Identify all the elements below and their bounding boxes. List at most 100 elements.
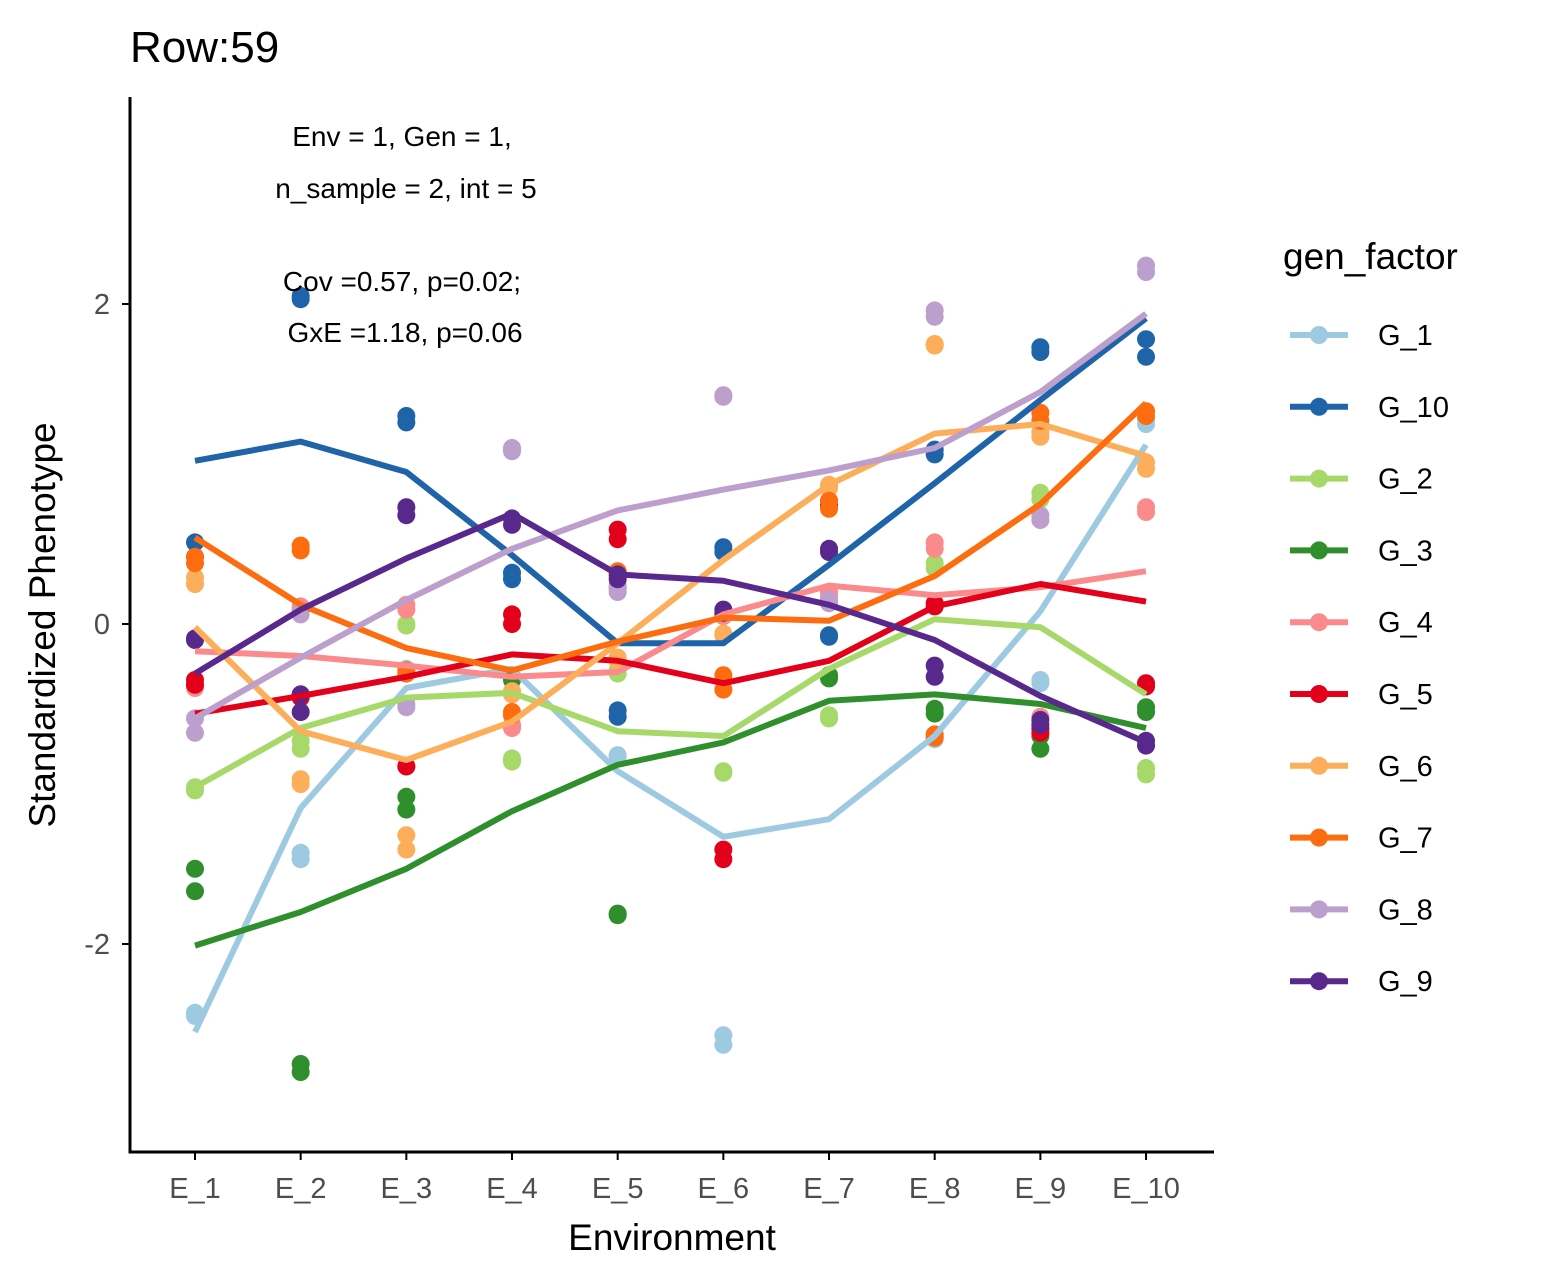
legend-dot-g1 — [1310, 326, 1328, 344]
point-g3 — [608, 906, 627, 925]
y-axis-title: Standardized Phenotype — [22, 422, 63, 827]
point-g9 — [397, 498, 416, 517]
point-g10 — [503, 563, 522, 582]
point-g2 — [820, 709, 839, 728]
point-g10 — [397, 407, 416, 425]
series-line-g2 — [193, 616, 1148, 790]
point-g10 — [1137, 330, 1156, 349]
point-g8 — [186, 723, 204, 742]
point-g10 — [1031, 338, 1050, 357]
point-g7 — [186, 547, 204, 566]
point-g10 — [820, 627, 839, 646]
x-axis-ticks: E_1 E_2 E_3 E_4 E_5 E_6 E_7 E_8 E_9 E_10 — [169, 1152, 1180, 1205]
series-line-g8 — [193, 311, 1148, 722]
point-g3 — [397, 800, 416, 819]
point-g9 — [820, 539, 839, 558]
point-g1 — [714, 1035, 733, 1054]
x-tick-label: E_4 — [486, 1173, 538, 1205]
series-line-g5 — [194, 581, 1147, 717]
point-g8 — [1137, 256, 1156, 275]
point-g8 — [397, 698, 416, 717]
point-g5 — [186, 675, 204, 694]
x-tick-label: E_5 — [592, 1173, 644, 1205]
point-g3 — [925, 704, 944, 723]
point-g6 — [186, 568, 204, 587]
legend: gen_factor G_1G_10G_2G_3G_4G_5G_6G_7G_8G… — [1283, 236, 1458, 998]
annotation-line-2: n_sample = 2, int = 5 — [275, 173, 537, 204]
point-g4 — [925, 533, 944, 552]
annotation-line-4: GxE =1.18, p=0.06 — [287, 317, 522, 348]
x-tick-label: E_3 — [381, 1173, 433, 1205]
point-g8 — [925, 301, 944, 320]
legend-label-g5: G_5 — [1378, 679, 1433, 711]
legend-dot-g6 — [1310, 756, 1328, 775]
x-tick-label: E_2 — [275, 1173, 327, 1205]
point-g9 — [291, 703, 310, 721]
point-g4 — [1137, 498, 1156, 517]
point-g7 — [1031, 403, 1050, 422]
series-line-g3 — [194, 691, 1147, 949]
legend-label-g1: G_1 — [1378, 320, 1433, 352]
point-g10 — [1137, 347, 1156, 366]
series-line-g4 — [194, 568, 1147, 680]
plot-area — [186, 256, 1156, 1081]
point-g6 — [397, 840, 416, 859]
legend-dot-g5 — [1310, 685, 1328, 703]
legend-dot-g3 — [1310, 541, 1328, 560]
point-g2 — [397, 616, 416, 635]
legend-label-g9: G_9 — [1378, 966, 1433, 998]
point-g7 — [820, 491, 839, 510]
point-g3 — [1031, 739, 1050, 758]
x-tick-label: E_6 — [698, 1173, 750, 1205]
y-axis-ticks: -2 0 2 — [84, 289, 130, 961]
legend-label-g10: G_10 — [1378, 392, 1449, 424]
point-g2 — [503, 752, 522, 771]
x-tick-label: E_7 — [803, 1173, 855, 1205]
point-g3 — [397, 787, 416, 806]
y-tick-label: 0 — [94, 609, 110, 641]
annotation-line-3: Cov =0.57, p=0.02; — [283, 266, 521, 297]
point-g8 — [503, 439, 522, 457]
legend-label-g6: G_6 — [1378, 751, 1433, 783]
point-g2 — [714, 763, 733, 782]
point-g6 — [397, 826, 416, 845]
x-tick-label: E_10 — [1112, 1173, 1180, 1205]
point-g6 — [291, 775, 310, 793]
y-tick-label: -2 — [84, 929, 110, 961]
series-line-g7 — [193, 401, 1149, 674]
stats-annotation: Env = 1, Gen = 1, n_sample = 2, int = 5 … — [275, 121, 537, 348]
point-g5 — [714, 850, 733, 869]
point-g1 — [1031, 674, 1050, 693]
point-g10 — [608, 707, 627, 726]
point-g6 — [1137, 453, 1156, 472]
legend-label-g7: G_7 — [1378, 823, 1433, 855]
point-g3 — [1137, 703, 1156, 721]
x-axis-title: Environment — [568, 1217, 776, 1258]
x-tick-label: E_9 — [1015, 1173, 1067, 1205]
point-g5 — [397, 757, 416, 776]
point-g2 — [925, 554, 944, 573]
annotation-line-1: Env = 1, Gen = 1, — [292, 121, 511, 152]
legend-dot-g9 — [1310, 972, 1328, 991]
series-line-g6 — [192, 421, 1147, 763]
point-g3 — [186, 882, 204, 901]
points-layer — [186, 256, 1156, 1081]
point-g8 — [714, 386, 733, 405]
series-line-g9 — [193, 510, 1148, 746]
point-g5 — [608, 520, 627, 539]
legend-label-g8: G_8 — [1378, 894, 1433, 926]
x-tick-label: E_8 — [909, 1173, 961, 1205]
point-g5 — [503, 605, 522, 624]
legend-dot-g7 — [1310, 828, 1328, 847]
chart-title: Row:59 — [130, 23, 279, 72]
legend-label-g4: G_4 — [1378, 607, 1433, 639]
point-g2 — [291, 739, 310, 758]
point-g10 — [291, 287, 310, 305]
legend-label-g2: G_2 — [1378, 464, 1433, 496]
point-g10 — [714, 538, 733, 557]
point-g2 — [1137, 765, 1156, 784]
legend-dot-g2 — [1310, 469, 1328, 488]
legend-items: G_1 G_10 G_2 G_3 G_4 G_5 G_6 G_7 G_8 G_9 — [1290, 320, 1449, 998]
